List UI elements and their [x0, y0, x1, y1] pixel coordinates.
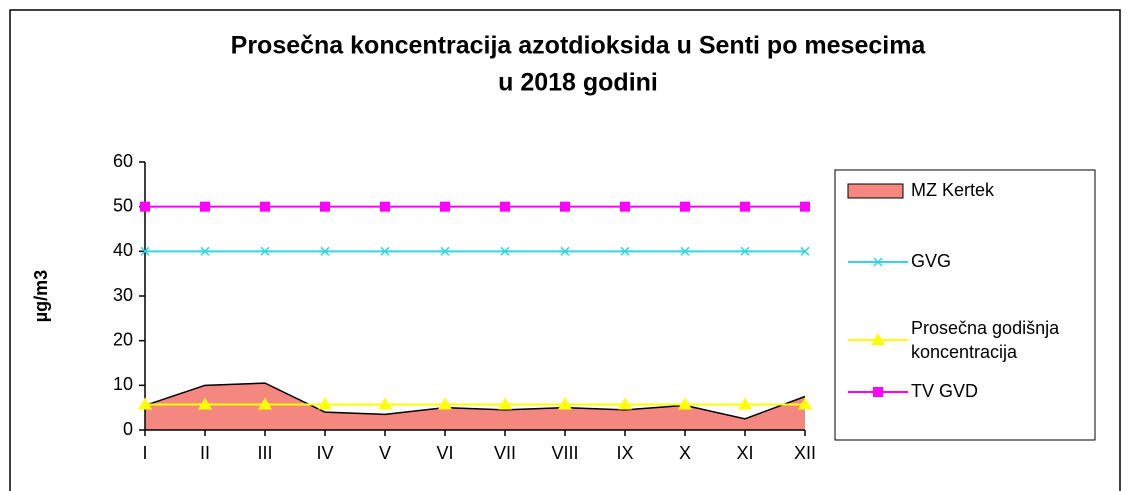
marker [620, 246, 630, 256]
x-tick-label: V [379, 443, 391, 463]
chart-title: u 2018 godini [498, 69, 658, 97]
marker [140, 201, 150, 212]
marker [198, 397, 212, 410]
marker [680, 246, 690, 256]
y-tick-label: 50 [113, 195, 133, 215]
marker [618, 397, 632, 410]
y-tick-label: 60 [113, 151, 133, 171]
legend-label-line: koncentracija [911, 342, 1018, 362]
marker [318, 397, 332, 410]
y-tick-label: 10 [113, 374, 133, 394]
x-tick-label: IV [316, 443, 333, 463]
x-tick-label: I [142, 443, 147, 463]
marker [140, 246, 150, 256]
marker [500, 201, 510, 212]
marker [380, 201, 390, 212]
marker [798, 397, 812, 410]
marker [378, 397, 392, 410]
marker [740, 201, 750, 212]
marker [678, 397, 692, 410]
legend-label-line: Prosečna godišnja [911, 318, 1060, 338]
legend-label: TV GVD [911, 381, 978, 401]
chart-title: Prosečna koncentracija azotdioksida u Se… [231, 32, 927, 60]
marker [800, 201, 810, 212]
marker [200, 201, 210, 212]
marker [680, 201, 690, 212]
x-tick-label: III [257, 443, 272, 463]
marker [620, 201, 630, 212]
x-tick-label: VII [494, 443, 516, 463]
marker [560, 246, 570, 256]
legend-label: GVG [911, 251, 951, 271]
y-tick-label: 40 [113, 240, 133, 260]
x-tick-label: IX [616, 443, 633, 463]
marker [738, 397, 752, 410]
marker [873, 257, 883, 267]
x-tick-label: XII [794, 443, 816, 463]
marker [800, 246, 810, 256]
y-tick-label: 0 [123, 419, 133, 439]
y-tick-label: 20 [113, 329, 133, 349]
marker [440, 246, 450, 256]
marker [200, 246, 210, 256]
marker [560, 201, 570, 212]
marker [873, 387, 883, 397]
marker [438, 397, 452, 410]
marker [500, 246, 510, 256]
y-tick-label: 30 [113, 285, 133, 305]
legend-swatch [847, 183, 904, 199]
x-tick-label: VI [436, 443, 453, 463]
marker [871, 333, 885, 345]
marker [380, 246, 390, 256]
marker [260, 201, 270, 212]
marker [320, 246, 330, 256]
marker [258, 397, 272, 410]
area [145, 383, 805, 430]
y-axis-label: µg/m3 [31, 270, 51, 322]
marker [320, 201, 330, 212]
x-tick-label: X [679, 443, 691, 463]
x-tick-label: VIII [551, 443, 578, 463]
x-tick-label: II [200, 443, 210, 463]
marker [558, 397, 572, 410]
marker [498, 397, 512, 410]
marker [260, 246, 270, 256]
x-tick-label: XI [736, 443, 753, 463]
area-outline [144, 382, 806, 420]
marker [740, 246, 750, 256]
legend-label: MZ Kertek [911, 180, 995, 200]
marker [138, 397, 152, 410]
legend-label: Prosečna godišnja koncentracija [911, 318, 1060, 362]
marker [440, 201, 450, 212]
